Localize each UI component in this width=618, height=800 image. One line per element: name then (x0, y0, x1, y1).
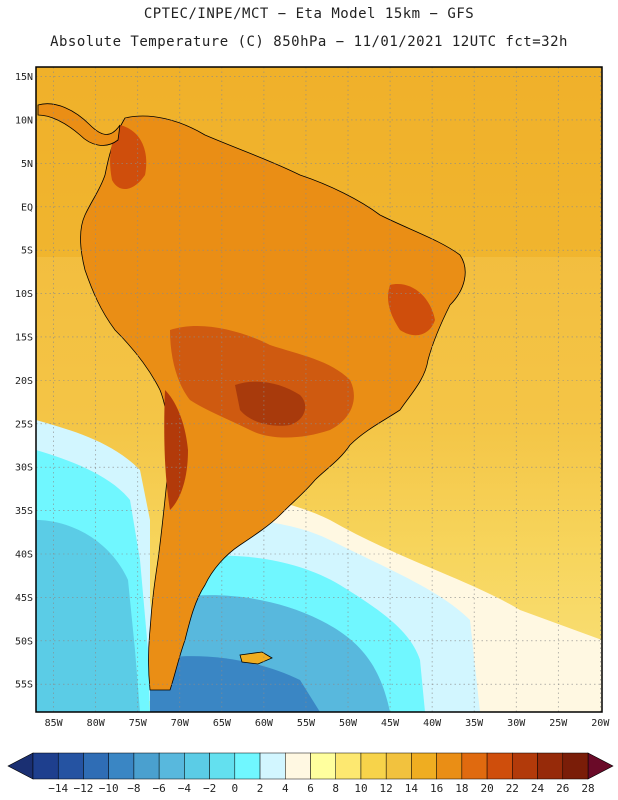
latitude-tick-label: 45S (15, 593, 33, 604)
latitude-tick-label: 30S (15, 463, 33, 474)
colorbar-label: 2 (256, 782, 264, 795)
colorbar-label: 8 (332, 782, 340, 795)
colorbar-swatch (83, 752, 109, 780)
colorbar-swatch (259, 752, 286, 780)
colorbar-label: 4 (281, 782, 289, 795)
hotter-interior (235, 381, 306, 426)
longitude-tick-label: 45W (381, 718, 400, 729)
longitude-tick-label: 25W (549, 718, 568, 729)
colorbar (7, 752, 614, 780)
colorbar-swatch (411, 752, 437, 780)
longitude-tick-label: 85W (45, 718, 64, 729)
colorbar-swatch (209, 752, 236, 780)
latitude-tick-label: 20S (15, 376, 33, 387)
latitude-tick-label: 5N (21, 159, 33, 170)
colorbar-label: 6 (307, 782, 314, 795)
colorbar-label: −6 (152, 782, 166, 795)
latitude-tick-label: 55S (15, 680, 33, 691)
latitude-tick-label: 25S (15, 419, 33, 430)
colorbar-label: 18 (455, 782, 469, 795)
colorbar-label: 26 (556, 782, 570, 795)
map-title: CPTEC/INPE/MCT − Eta Model 15km − GFS (143, 6, 475, 22)
colorbar-swatch (512, 752, 538, 780)
colorbar-swatch (133, 752, 160, 780)
colorbar-swatch (486, 752, 513, 780)
colorbar-swatch (108, 752, 135, 780)
latitude-tick-label: EQ (21, 202, 33, 213)
colorbar-label: −12 (73, 782, 94, 795)
colorbar-swatch (310, 752, 336, 780)
colorbar-label: 16 (430, 782, 444, 795)
colorbar-swatch (385, 752, 412, 780)
longitude-tick-label: 55W (297, 718, 316, 729)
map-subtitle: Absolute Temperature (C) 850hPa − 11/01/… (50, 34, 568, 50)
colorbar-label: 22 (505, 782, 519, 795)
latitude-tick-label: 15N (15, 72, 33, 83)
colorbar-swatch (537, 752, 564, 780)
colorbar-swatch (32, 752, 59, 780)
colorbar-swatch (234, 752, 261, 780)
pacific-colder-region (36, 520, 140, 712)
north-andes-hot (110, 125, 147, 190)
colorbar-swatch (285, 752, 311, 780)
colorbar-swatch (461, 752, 488, 780)
colorbar-label: 20 (480, 782, 494, 795)
longitude-tick-label: 65W (213, 718, 232, 729)
latitude-tick-label: 5S (21, 246, 33, 257)
latitude-tick-label: 10N (15, 115, 33, 126)
longitude-tick-label: 80W (87, 718, 106, 729)
latitude-tick-label: 40S (15, 550, 33, 561)
latitude-tick-label: 15S (15, 332, 33, 343)
colorbar-swatch (436, 752, 463, 780)
colorbar-label: 12 (379, 782, 393, 795)
colorbar-label: −10 (98, 782, 119, 795)
longitude-tick-label: 60W (255, 718, 274, 729)
andes-hot-strip (164, 390, 188, 510)
longitude-tick-label: 30W (507, 718, 526, 729)
colorbar-label: −2 (202, 782, 217, 795)
colorbar-left-arrow (7, 752, 34, 780)
latitude-ticks: 15N 10N 5N EQ 5S 10S 15S 20S 25S 30S 35S 40S 45S 50S 5… (15, 72, 33, 691)
longitude-tick-label: 70W (171, 718, 190, 729)
colorbar-swatch (360, 752, 387, 780)
colorbar-swatch (184, 752, 210, 780)
northeast-hot (388, 284, 435, 336)
latitude-tick-label: 35S (15, 506, 33, 517)
longitude-ticks: 85W 80W 75W 70W 65W 60W 55W 50W 45W 40W 35W 30W 25W 2… (45, 718, 611, 729)
longitude-tick-label: 50W (339, 718, 358, 729)
hot-interior (170, 325, 354, 438)
colorbar-label: 28 (581, 782, 595, 795)
colorbar-swatch (158, 752, 185, 780)
colorbar-label: 24 (530, 782, 545, 795)
latitude-tick-label: 50S (15, 636, 33, 647)
longitude-tick-label: 35W (465, 718, 484, 729)
colorbar-label: −14 (48, 782, 69, 795)
colorbar-right-arrow (587, 752, 614, 780)
longitude-tick-label: 40W (423, 718, 442, 729)
longitude-tick-label: 20W (591, 718, 610, 729)
latitude-tick-label: 10S (15, 289, 33, 300)
colorbar-label: 0 (231, 782, 239, 795)
colorbar-swatch (335, 752, 362, 780)
longitude-tick-label: 75W (129, 718, 148, 729)
colorbar-swatch (562, 752, 589, 780)
colorbar-label: 14 (404, 782, 419, 795)
colorbar-label: −4 (177, 782, 191, 795)
colorbar-swatch (57, 752, 84, 780)
central-america-land (37, 103, 121, 146)
map-frame (35, 66, 603, 713)
colorbar-label: 10 (354, 782, 368, 795)
colorbar-label: −8 (127, 782, 141, 795)
